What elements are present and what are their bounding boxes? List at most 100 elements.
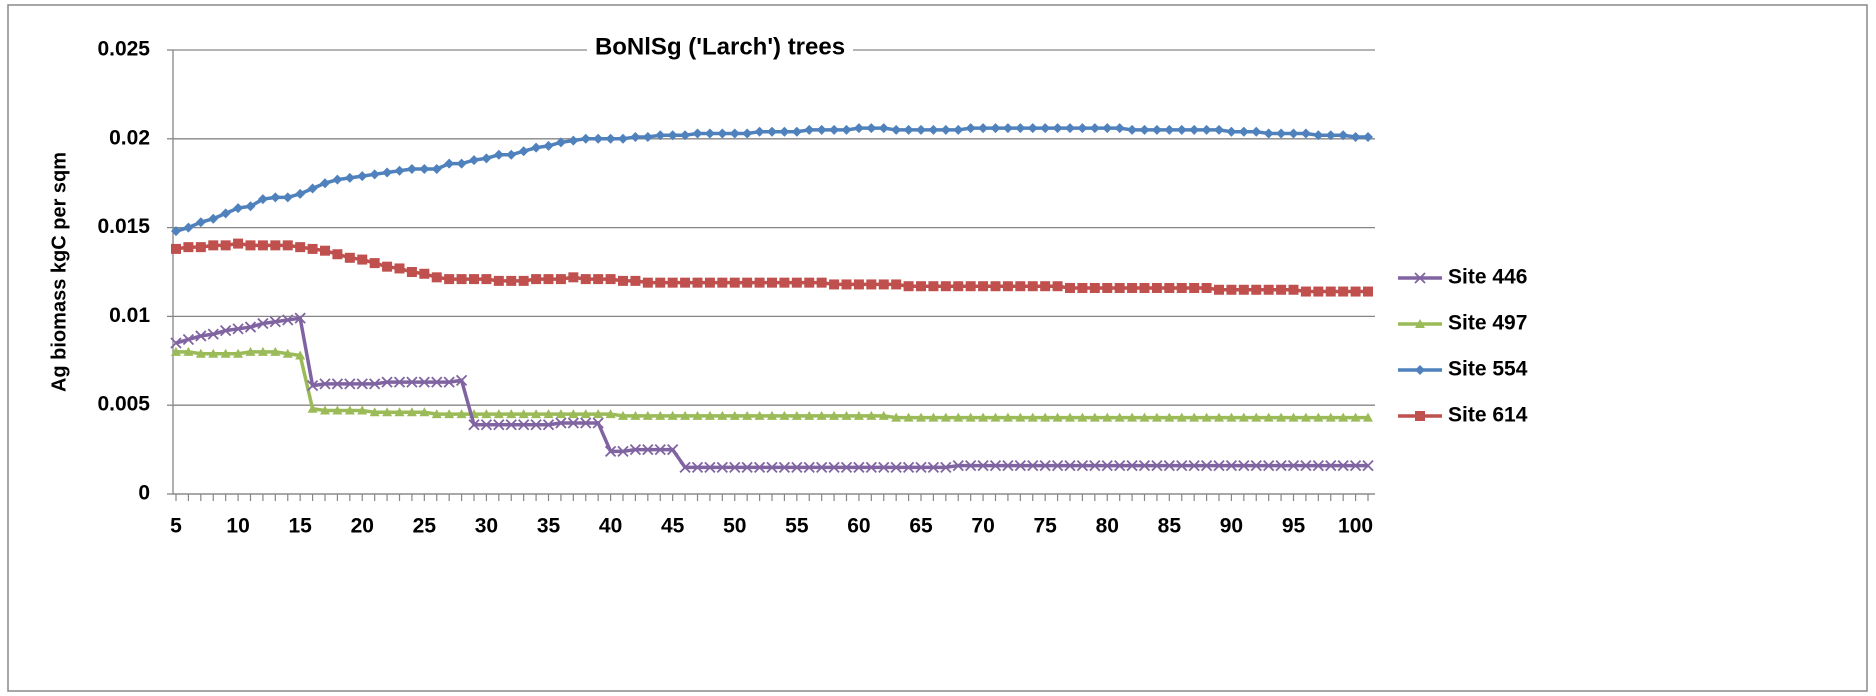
marker [542, 419, 555, 431]
marker [543, 274, 554, 285]
marker [840, 461, 853, 473]
marker [344, 378, 356, 390]
marker [1102, 282, 1113, 293]
marker [406, 267, 417, 277]
marker [1350, 132, 1361, 143]
marker [605, 133, 616, 144]
marker [655, 410, 666, 420]
marker [1139, 282, 1150, 293]
marker [282, 314, 294, 326]
marker [270, 192, 281, 203]
marker [1151, 459, 1163, 472]
marker [1263, 284, 1274, 295]
marker [394, 165, 405, 176]
marker [916, 412, 926, 422]
marker [1164, 412, 1175, 422]
marker [1312, 459, 1324, 472]
marker [1313, 412, 1324, 422]
marker [394, 263, 405, 274]
marker [977, 459, 989, 472]
marker [1238, 459, 1250, 472]
marker [269, 316, 281, 328]
marker [804, 410, 815, 420]
marker [940, 124, 951, 135]
marker [295, 188, 306, 199]
chart-border [7, 4, 1868, 692]
marker [1200, 459, 1213, 472]
marker [829, 410, 840, 420]
marker [580, 133, 591, 144]
marker [543, 140, 554, 151]
marker [1151, 282, 1162, 293]
marker [518, 419, 530, 431]
marker [183, 242, 194, 253]
marker [357, 405, 368, 415]
marker [916, 281, 926, 292]
marker [1027, 459, 1039, 472]
marker [655, 277, 666, 288]
marker [754, 277, 765, 288]
y-axis-label: Ag biomass kgC per sqm [48, 152, 70, 392]
marker [555, 274, 566, 285]
marker [618, 275, 628, 286]
marker [680, 277, 691, 288]
marker [754, 126, 765, 137]
marker [282, 348, 293, 358]
marker [306, 380, 319, 392]
marker [1263, 412, 1274, 422]
marker [220, 348, 231, 358]
marker [965, 281, 976, 292]
marker [1214, 124, 1224, 135]
marker [766, 461, 778, 473]
marker [1300, 286, 1311, 297]
marker [878, 461, 890, 473]
marker [630, 275, 641, 286]
marker [1027, 281, 1038, 292]
marker [208, 240, 219, 251]
marker [518, 275, 529, 286]
x-tick-label: 25 [413, 515, 437, 538]
marker [952, 459, 964, 472]
marker [717, 277, 728, 288]
marker [320, 178, 330, 189]
marker [680, 410, 691, 420]
marker [1337, 459, 1349, 472]
x-tick-label: 90 [1220, 515, 1243, 538]
marker [1151, 412, 1162, 422]
marker [183, 346, 194, 356]
marker [630, 410, 641, 420]
marker [717, 410, 728, 420]
marker [1300, 459, 1312, 472]
marker [1188, 459, 1200, 472]
marker [605, 409, 616, 419]
marker [1051, 459, 1064, 472]
marker [866, 279, 877, 290]
y-tick-label: 0.015 [97, 215, 150, 238]
marker [183, 222, 194, 233]
marker [208, 348, 219, 358]
y-tick-label: 0 [138, 482, 150, 505]
marker [1415, 319, 1425, 328]
marker [1276, 412, 1287, 422]
marker [1238, 284, 1249, 295]
marker [1015, 123, 1026, 134]
marker [207, 328, 219, 340]
marker [1089, 459, 1101, 472]
marker [568, 272, 579, 283]
marker [245, 240, 256, 251]
marker [779, 277, 790, 288]
marker [903, 124, 914, 135]
marker [1176, 124, 1187, 135]
marker [456, 274, 467, 285]
marker [1338, 286, 1349, 297]
marker [443, 376, 455, 388]
marker [406, 376, 418, 388]
marker [618, 133, 628, 144]
marker [1338, 130, 1349, 141]
marker [1064, 459, 1076, 472]
marker [282, 192, 293, 203]
marker [518, 146, 529, 157]
marker [1226, 284, 1237, 295]
marker [270, 240, 281, 251]
x-tick-label: 85 [1158, 515, 1182, 538]
